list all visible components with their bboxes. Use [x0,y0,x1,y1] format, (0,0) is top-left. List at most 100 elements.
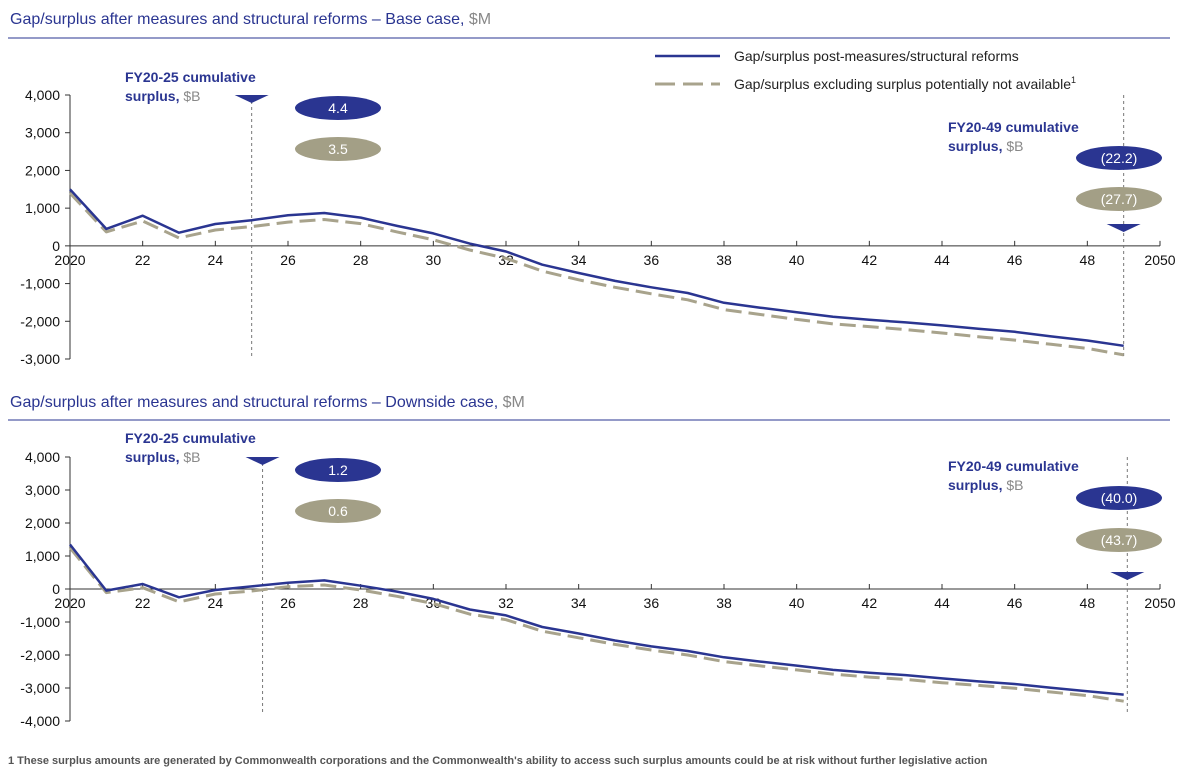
y-tick-label: -3,000 [20,351,60,367]
y-tick-label: 3,000 [25,125,60,141]
badge-navy-value: (40.0) [1101,490,1138,506]
marker-label-line2: surplus, $B [125,88,200,104]
marker-label-line2: surplus, $B [948,477,1023,493]
legend-label-excl: Gap/surplus excluding surplus potentiall… [734,75,1076,92]
x-tick-label: 22 [135,252,151,268]
chart-title-unit: $M [503,394,525,411]
badge-navy-value: (22.2) [1101,150,1138,166]
x-tick-label: 38 [716,252,732,268]
chart-title-unit: $M [469,11,491,28]
footnote: 1 These surplus amounts are generated by… [8,755,988,767]
series-line-post [69,188,1124,348]
marker-label-unit: $B [1006,138,1023,154]
badge-gray [295,137,381,161]
chart-title: Gap/surplus after measures and structura… [10,11,491,28]
marker-label-line1: FY20-25 cumulative [125,69,256,85]
legend-label-post: Gap/surplus post-measures/structural ref… [734,48,1019,64]
y-tick-label: 2,000 [25,162,60,178]
x-tick-label: 44 [934,252,950,268]
badge-navy [1076,486,1162,510]
badge-gray [295,499,381,523]
marker-label-bold: surplus, [125,88,183,104]
x-tick-label: 46 [1007,595,1023,611]
x-tick-label: 2050 [1144,252,1175,268]
x-tick-label: 34 [571,595,587,611]
x-tick-label: 24 [208,252,224,268]
y-tick-label: -2,000 [20,313,60,329]
y-tick-label: 3,000 [25,482,60,498]
marker-label-bold: surplus, [948,138,1006,154]
x-tick-label: 42 [862,252,878,268]
badge-gray [1076,528,1162,552]
series-line-excl [68,192,1124,357]
marker-label-unit: $B [1006,477,1023,493]
x-tick-label: 24 [208,595,224,611]
x-tick-label: 30 [426,252,442,268]
x-tick-label: 38 [716,595,732,611]
x-tick-label: 22 [135,595,151,611]
y-tick-label: -1,000 [20,614,60,630]
x-tick-label: 2050 [1144,595,1175,611]
x-tick-label: 28 [353,252,369,268]
x-tick-label: 32 [498,595,514,611]
x-tick-label: 36 [644,252,660,268]
marker-triangle-icon [234,95,269,103]
x-tick-label: 42 [862,595,878,611]
marker-fy20-25: FY20-25 cumulative surplus, $B 4.4 3.5 [125,69,381,359]
badge-navy [295,458,381,482]
x-tick-label: 28 [353,595,369,611]
marker-fy20-25: FY20-25 cumulative surplus, $B 1.2 0.6 [125,430,381,712]
badge-navy-value: 4.4 [328,100,348,116]
chart-title-text: Gap/surplus after measures and structura… [10,394,503,411]
y-tick-label: -2,000 [20,647,60,663]
x-tick-label: 26 [280,595,296,611]
x-tick-label: 2020 [54,595,85,611]
x-tick-label: 26 [280,252,296,268]
marker-label-bold: surplus, [125,449,183,465]
marker-label-unit: $B [183,449,200,465]
y-tick-label: 2,000 [25,515,60,531]
badge-gray-value: (27.7) [1101,191,1138,207]
marker-triangle-icon [245,457,280,465]
chart-title: Gap/surplus after measures and structura… [10,394,525,411]
x-tick-label: 46 [1007,252,1023,268]
marker-label-line2: surplus, $B [948,138,1023,154]
x-tick-label: 40 [789,252,805,268]
x-tick-label: 48 [1080,595,1096,611]
badge-navy [295,96,381,120]
y-tick-label: 1,000 [25,200,60,216]
marker-label-bold: surplus, [948,477,1006,493]
x-tick-label: 36 [644,595,660,611]
y-tick-label: -4,000 [20,713,60,729]
y-tick-label: 0 [52,581,60,597]
series-line-excl [68,546,1124,703]
marker-triangle-icon [1106,224,1141,232]
chart-panel-base: Gap/surplus after measures and structura… [8,11,1176,367]
y-tick-label: -3,000 [20,680,60,696]
marker-fy20-49: FY20-49 cumulative surplus, $B (22.2) (27.7… [948,95,1162,359]
badge-gray-value: (43.7) [1101,532,1138,548]
badge-navy-value: 1.2 [328,462,348,478]
x-tick-label: 2020 [54,252,85,268]
badge-navy [1076,146,1162,170]
marker-label-line1: FY20-25 cumulative [125,430,256,446]
chart-title-text: Gap/surplus after measures and structura… [10,11,469,28]
marker-label-unit: $B [183,88,200,104]
y-tick-label: 4,000 [25,87,60,103]
legend: Gap/surplus post-measures/structural ref… [655,48,1076,92]
legend-footnote-ref: 1 [1071,75,1076,85]
marker-triangle-icon [1110,572,1145,580]
y-tick-label: -1,000 [20,276,60,292]
x-tick-label: 40 [789,595,805,611]
badge-gray [1076,187,1162,211]
marker-label-line1: FY20-49 cumulative [948,458,1079,474]
x-tick-label: 44 [934,595,950,611]
y-tick-label: 4,000 [25,449,60,465]
marker-label-line2: surplus, $B [125,449,200,465]
x-tick-label: 48 [1080,252,1096,268]
badge-gray-value: 0.6 [328,503,348,519]
marker-fy20-49: FY20-49 cumulative surplus, $B (40.0) (43.7… [948,457,1162,712]
x-tick-label: 34 [571,252,587,268]
y-tick-label: 0 [52,238,60,254]
